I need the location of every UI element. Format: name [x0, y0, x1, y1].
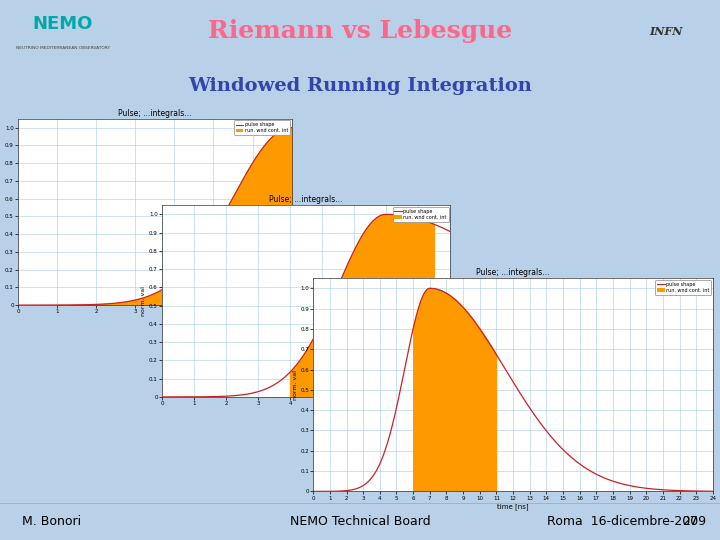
Title: Pulse; ...integrals...: Pulse; ...integrals...	[477, 268, 549, 278]
Title: Pulse; ...integrals...: Pulse; ...integrals...	[269, 195, 343, 205]
Text: M. Bonori: M. Bonori	[22, 515, 81, 528]
Text: Riemann vs Lebesgue: Riemann vs Lebesgue	[208, 19, 512, 43]
Legend: pulse shape, run. wnd cont. int: pulse shape, run. wnd cont. int	[655, 280, 711, 295]
Text: NEUTRINO MEDITERRANEAN OBSERVATORY: NEUTRINO MEDITERRANEAN OBSERVATORY	[16, 46, 110, 50]
Text: 27: 27	[683, 515, 698, 528]
Y-axis label: norm. val: norm. val	[141, 286, 146, 316]
Text: Windowed Running Integration: Windowed Running Integration	[188, 77, 532, 96]
Text: INFN: INFN	[649, 25, 683, 37]
Y-axis label: norm. val: norm. val	[292, 370, 297, 400]
Legend: pulse shape, run. wnd cont. int: pulse shape, run. wnd cont. int	[392, 207, 449, 222]
X-axis label: time [ns]: time [ns]	[498, 503, 528, 510]
Y-axis label: norm. val: norm. val	[0, 197, 2, 227]
Legend: pulse shape, run. wnd cont. int: pulse shape, run. wnd cont. int	[234, 120, 290, 136]
Text: Roma  16-dicembre-2009: Roma 16-dicembre-2009	[547, 515, 706, 528]
Text: NEMO Technical Board: NEMO Technical Board	[289, 515, 431, 528]
Text: NEMO: NEMO	[33, 15, 93, 32]
Title: Pulse; ...integrals...: Pulse; ...integrals...	[118, 109, 192, 118]
